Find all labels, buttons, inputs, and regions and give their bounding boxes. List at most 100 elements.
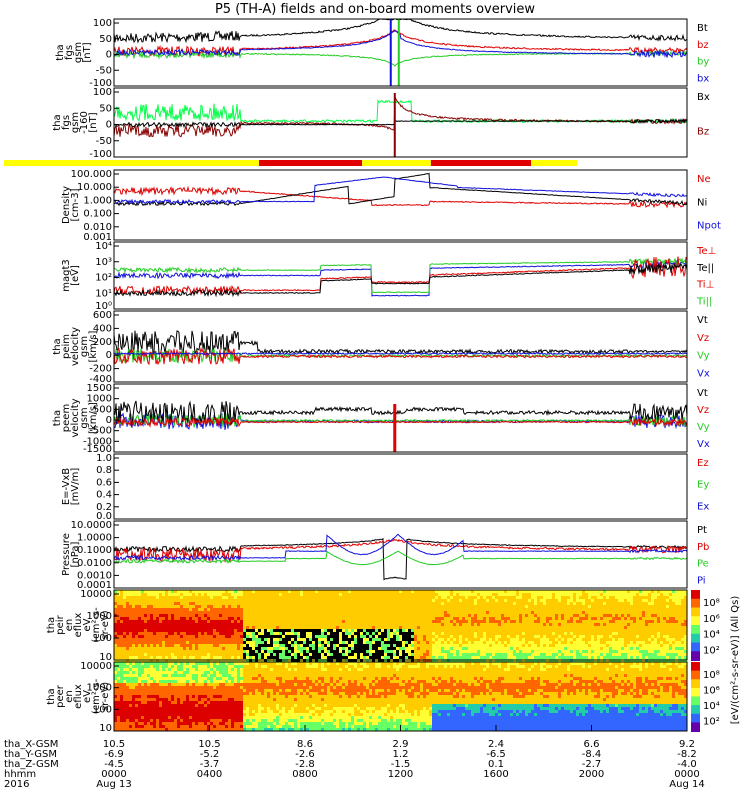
y-tick-label: 1000	[87, 683, 112, 694]
legend-label: bx	[697, 73, 709, 84]
y-tick-label: 10000	[80, 661, 112, 672]
legend-label: Vy	[697, 351, 710, 362]
x-tick-label: Aug 13	[96, 779, 131, 790]
y-tick-label: 1.0000	[77, 533, 112, 544]
y-axis-label: gsm	[79, 336, 90, 357]
y-tick-label: 10.000	[77, 182, 112, 193]
y-tick-label: 0.4	[96, 490, 112, 501]
y-axis-label: [km/s]	[88, 330, 99, 362]
series-Ne	[113, 185, 688, 209]
series-Bx-green	[113, 99, 688, 125]
y-axis-label: velocity	[70, 327, 81, 366]
legend-label: Bx	[697, 92, 710, 103]
y-axis-label: gsm	[79, 407, 90, 428]
y-axis-label: [mV/m]	[70, 468, 81, 506]
series-Vx	[113, 352, 688, 356]
legend-label: Vz	[697, 405, 709, 416]
legend-label: Ex	[697, 501, 709, 512]
legend-label: Vx	[697, 439, 710, 450]
x-axis-row-label: tha_Y-GSM	[4, 749, 57, 760]
y-axis-label: tha	[46, 617, 57, 633]
y-tick-label: 1.0	[96, 453, 112, 464]
y-axis-label: eV	[82, 618, 93, 631]
y-tick-label: 1000	[87, 611, 112, 622]
y-tick-label: 10000	[80, 589, 112, 600]
y-axis-label: [km/s]	[88, 402, 99, 434]
y-axis-label: Density	[61, 186, 72, 224]
legend-label: Pi	[697, 575, 706, 586]
y-axis-label: tha	[52, 338, 63, 354]
series-Npot	[113, 176, 688, 205]
y-axis-label: gsm	[70, 112, 81, 133]
y-axis-label: eflux	[73, 613, 84, 638]
legend-label: Bt	[697, 23, 708, 34]
panel-frame	[113, 18, 688, 87]
y-axis-label: en	[64, 690, 75, 703]
y-axis-label: [eV]	[70, 265, 81, 286]
legend-label: Vy	[697, 422, 710, 433]
y-tick-label: 100	[93, 87, 112, 98]
y-tick-label: -100	[89, 78, 112, 89]
y-tick-label: 10	[99, 723, 112, 734]
y-axis-label: eV	[82, 690, 93, 703]
y-tick-label: -50	[96, 65, 112, 76]
colorbar-tick-label: 10²	[703, 646, 720, 657]
legend-label: Ez	[697, 458, 709, 469]
x-tick-label: -5.2	[200, 749, 220, 760]
colorbar	[691, 590, 700, 661]
y-tick-label: 600	[93, 310, 112, 321]
x-tick-label: 0.1	[488, 759, 504, 770]
series-Te-perp	[113, 256, 688, 296]
y-axis-label: [nT]	[88, 112, 99, 132]
legend-label: Vt	[697, 315, 708, 326]
panel-frame	[113, 169, 688, 241]
y-tick-label: 100	[93, 704, 112, 715]
y-tick-label: 0	[106, 415, 112, 426]
y-axis-label: sr-eV)	[100, 682, 111, 711]
legend-label: Ni	[697, 197, 707, 208]
x-axis-row-label: tha_X-GSM	[4, 739, 58, 750]
x-tick-label: -4.5	[104, 759, 124, 770]
y-axis-label: peim	[61, 334, 72, 359]
y-axis-label: [cm-3]	[70, 188, 81, 221]
x-tick-label: -3.7	[200, 759, 220, 770]
x-tick-label: 2000	[579, 769, 604, 780]
y-tick-label: 0.8	[96, 465, 112, 476]
series-Bt	[113, 18, 688, 44]
panel-frame	[113, 453, 688, 520]
colorbar-tick-label: 10⁶	[703, 686, 720, 697]
y-tick-label: 50	[99, 103, 112, 114]
y-axis-label: (cm²-s-	[91, 678, 102, 714]
legend-label: Pb	[697, 542, 709, 553]
colorbar-label: [eV/(cm²-s-sr-eV)] (All Qs)	[730, 596, 741, 725]
y-tick-label: 500	[93, 404, 112, 415]
y-axis-label: sr-eV)	[100, 610, 111, 639]
x-tick-label: 1600	[483, 769, 508, 780]
x-tick-label: -6.5	[486, 749, 506, 760]
series-Vt	[113, 400, 688, 426]
legend-label: Ey	[697, 480, 709, 491]
series-bx	[113, 29, 688, 59]
legend-label: Ne	[697, 174, 711, 185]
y-tick-label: -1000	[83, 436, 112, 447]
series-Pt	[113, 537, 688, 581]
x-tick-label: 2.9	[393, 739, 409, 750]
y-tick-label: 10²	[95, 273, 112, 284]
legend-label: Pe	[697, 559, 709, 570]
x-tick-label: 2.4	[488, 739, 504, 750]
colorbar-tick-label: 10⁴	[703, 701, 720, 712]
x-tick-label: Aug 14	[669, 779, 704, 790]
y-tick-label: -100	[89, 149, 112, 160]
x-tick-label: 1200	[388, 769, 413, 780]
series-Pb	[113, 538, 688, 563]
series-Pi	[113, 533, 688, 562]
y-tick-label: 0.6	[96, 477, 112, 488]
x-tick-label: -4.0	[677, 759, 697, 770]
x-tick-label: 1.2	[393, 749, 409, 760]
y-axis-label: eflux	[73, 684, 84, 709]
y-axis-label: velocity	[70, 398, 81, 437]
series-Pe	[113, 550, 688, 566]
x-tick-label: 8.6	[297, 739, 313, 750]
panel-frame	[113, 87, 688, 158]
